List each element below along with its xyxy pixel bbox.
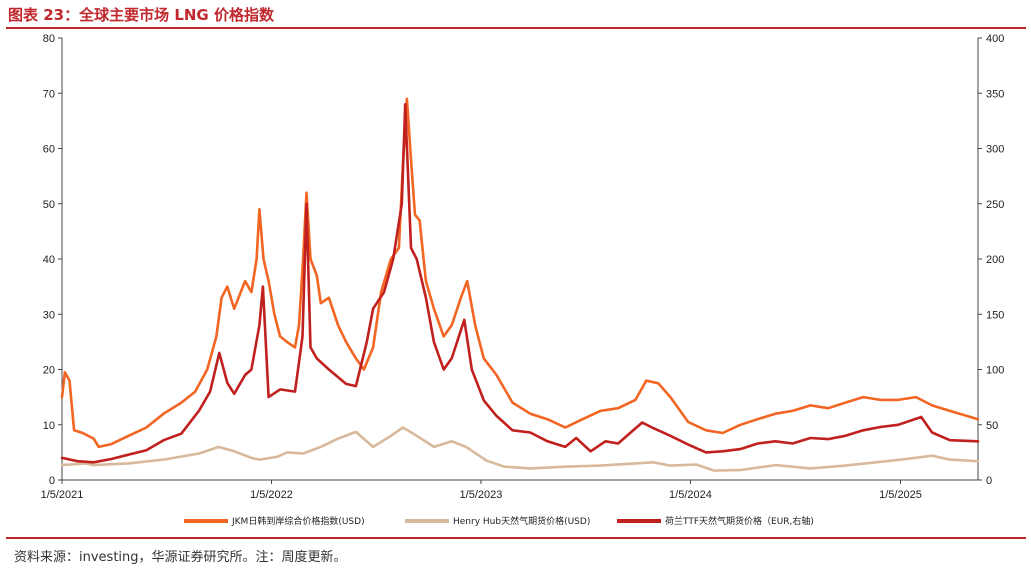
right-tick-label: 100	[986, 365, 1004, 377]
x-tick-label: 1/5/2021	[41, 489, 84, 501]
legend-label-2: 荷兰TTF天然气期货价格（EUR,右轴)	[665, 515, 814, 527]
left-tick-label: 40	[43, 254, 55, 266]
series-line-1	[60, 426, 980, 472]
x-tick-label: 1/5/2024	[669, 489, 712, 501]
title-divider	[6, 27, 1026, 29]
lng-price-chart: 0 10 20 30 40 50 60 70 80 0 50 100 150 200 250 300 350 40…	[41, 33, 1005, 527]
left-tick-label: 0	[49, 475, 55, 487]
x-tick-label: 1/5/2022	[250, 489, 293, 501]
right-tick-label: 150	[986, 309, 1004, 321]
legend-label-1: Henry Hub天然气期货价格(USD)	[453, 515, 590, 527]
chart-legend: JKM日韩到岸综合价格指数(USD) Henry Hub天然气期货价格(USD) 荷…	[184, 515, 814, 527]
right-tick-label: 400	[986, 33, 1004, 45]
right-tick-label: 350	[986, 88, 1004, 100]
series-line-2	[60, 103, 980, 464]
left-tick-label: 10	[43, 420, 55, 432]
right-tick-label: 200	[986, 254, 1004, 266]
left-tick-label: 80	[43, 33, 55, 45]
right-tick-label: 0	[986, 475, 992, 487]
source-note: 资料来源：investing，华源证券研究所。注：周度更新。	[14, 550, 347, 565]
x-tick-label: 1/5/2023	[460, 489, 503, 501]
left-tick-label: 60	[43, 144, 55, 156]
chart-series	[60, 97, 980, 472]
left-tick-label: 20	[43, 365, 55, 377]
chart-axes: 0 10 20 30 40 50 60 70 80 0 50 100 150 200 250 300 350 40…	[41, 33, 1005, 501]
right-tick-label: 300	[986, 144, 1004, 156]
series-line-0	[60, 97, 980, 449]
x-tick-label: 1/5/2025	[879, 489, 922, 501]
right-tick-label: 250	[986, 199, 1004, 211]
right-tick-label: 50	[986, 420, 998, 432]
left-tick-label: 30	[43, 309, 55, 321]
legend-label-0: JKM日韩到岸综合价格指数(USD)	[231, 515, 365, 527]
footer-divider	[6, 537, 1026, 539]
left-tick-label: 50	[43, 199, 55, 211]
left-tick-label: 70	[43, 88, 55, 100]
chart-title: 图表 23：全球主要市场 LNG 价格指数	[8, 6, 274, 24]
